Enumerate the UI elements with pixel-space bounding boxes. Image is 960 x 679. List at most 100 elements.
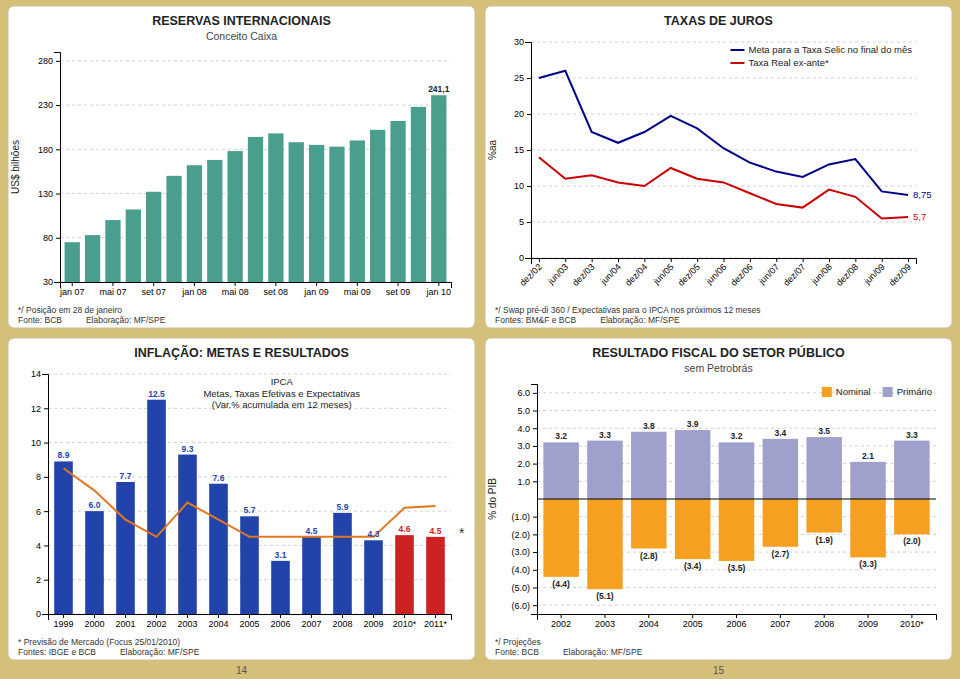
tick-mark bbox=[156, 614, 157, 618]
tick-mark bbox=[357, 282, 358, 286]
tick-mark bbox=[692, 614, 693, 618]
tick-label: 2005 bbox=[239, 619, 259, 629]
tick: 6.0 bbox=[517, 388, 537, 398]
tick-label: (2.0) bbox=[511, 530, 530, 540]
tick: (6.0) bbox=[511, 601, 537, 611]
data-label: 3.4 bbox=[774, 428, 786, 438]
tick-mark bbox=[249, 614, 250, 618]
bar bbox=[364, 540, 383, 614]
y-axis: 051015202530 bbox=[514, 37, 532, 263]
tick: dez/07 bbox=[781, 258, 807, 288]
tick-mark bbox=[527, 78, 531, 79]
data-label: (4.4) bbox=[552, 579, 570, 589]
tick-label: set 07 bbox=[141, 287, 166, 297]
notes: */ Swap pré-di 360 / Expectativas para o… bbox=[495, 305, 761, 325]
tick-label: (4.0) bbox=[511, 565, 530, 575]
legend-label: Meta para a Taxa Selic no final do mês bbox=[748, 44, 912, 55]
tick: jan 08 bbox=[181, 282, 207, 297]
tick-mark bbox=[72, 282, 73, 286]
tick-label: 15 bbox=[514, 145, 524, 155]
tick: 2.0 bbox=[517, 459, 537, 469]
axis-line bbox=[54, 53, 61, 283]
tick-label: 2006 bbox=[270, 619, 290, 629]
tick-label: 14 bbox=[31, 369, 41, 379]
tick-mark bbox=[533, 587, 537, 588]
tick-mark bbox=[63, 614, 64, 618]
data-labels: (4.4)(5.1)(2.8)(3.4)(3.5)(2.7)(1.9)(3.3)… bbox=[552, 419, 920, 601]
tick-label: set 09 bbox=[386, 287, 411, 297]
tick-mark bbox=[56, 282, 60, 283]
y-axis: 02468101214 bbox=[31, 369, 49, 619]
tick-label: 2 bbox=[36, 575, 41, 585]
tick: 0 bbox=[519, 253, 531, 263]
tick-mark bbox=[44, 580, 48, 581]
panel: TAXAS DE JUROS8,755,7051015202530dez/02j… bbox=[485, 6, 952, 328]
tick: (2.0) bbox=[511, 530, 537, 540]
tick-mark bbox=[527, 222, 531, 223]
tick-mark bbox=[565, 258, 566, 262]
legend-item: Nominal bbox=[822, 386, 871, 397]
grid-line bbox=[537, 392, 936, 393]
grid-line bbox=[531, 222, 916, 223]
footnote: Fontes: BM&F e BCB bbox=[495, 315, 577, 325]
tick-mark bbox=[316, 282, 317, 286]
tick-label: 30 bbox=[514, 37, 524, 47]
data-label: 3.1 bbox=[275, 550, 287, 560]
tick-label: 3.0 bbox=[517, 441, 530, 451]
data-labels: 8.96.07.712.59.37.65.73.14.55.94.34.64.5 bbox=[58, 389, 442, 560]
tick: 2001 bbox=[115, 614, 135, 629]
marks bbox=[54, 400, 445, 614]
tick-label: 2005 bbox=[683, 619, 703, 629]
tick-label: dez/03 bbox=[570, 262, 596, 288]
line bbox=[539, 157, 908, 218]
panel: RESULTADO FISCAL DO SETOR PÚBLICOsem Pet… bbox=[485, 338, 952, 660]
tick-label: 2008 bbox=[332, 619, 352, 629]
footnote: */ Posição em 28 de janeiro bbox=[18, 305, 122, 315]
tick-label: 2001 bbox=[115, 619, 135, 629]
grid-line bbox=[531, 114, 916, 115]
bar bbox=[370, 130, 385, 282]
tick-mark bbox=[533, 517, 537, 518]
bar bbox=[763, 499, 799, 547]
bar bbox=[309, 145, 324, 282]
tick: 2008 bbox=[814, 614, 834, 629]
bar bbox=[390, 121, 405, 282]
tick-label: jun/05 bbox=[651, 262, 676, 287]
tick-label: 20 bbox=[514, 109, 524, 119]
bar bbox=[105, 220, 120, 282]
tick-label: 30 bbox=[43, 277, 53, 287]
tick-label: 2004 bbox=[208, 619, 228, 629]
tick: 2000 bbox=[84, 614, 104, 629]
bar bbox=[187, 165, 202, 282]
legend-item: Meta para a Taxa Selic no final do mês bbox=[730, 44, 912, 55]
tick: set 08 bbox=[264, 282, 289, 297]
data-label: 3.3 bbox=[906, 430, 918, 440]
tick-mark bbox=[829, 258, 830, 262]
tick: 1999 bbox=[53, 614, 73, 629]
footnote: Elaboração: MF/SPE bbox=[86, 315, 166, 325]
tick-mark bbox=[908, 258, 909, 262]
legend: Meta para a Taxa Selic no final do mêsTa… bbox=[730, 44, 912, 68]
tick: 280 bbox=[38, 56, 60, 66]
tick: jun/07 bbox=[756, 258, 781, 287]
grid-line bbox=[48, 374, 451, 375]
data-label: 7.7 bbox=[120, 471, 132, 481]
tick-mark bbox=[671, 258, 672, 262]
panel: RESERVAS INTERNACIONAISConceito Caixa241… bbox=[8, 6, 475, 328]
subtitle: Conceito Caixa bbox=[206, 30, 277, 42]
tick-label: 2009 bbox=[858, 619, 878, 629]
tick-mark bbox=[112, 282, 113, 286]
notes: */ Posição em 28 de janeiroFonte: BCBEla… bbox=[18, 305, 166, 325]
tick-mark bbox=[44, 614, 48, 615]
tick: 230 bbox=[38, 100, 60, 110]
data-label: 2.1 bbox=[862, 451, 874, 461]
tick-label: 2002 bbox=[551, 619, 571, 629]
bar bbox=[587, 499, 623, 589]
data-label: 5.9 bbox=[337, 502, 349, 512]
bar bbox=[543, 499, 579, 577]
data-label: (1.9) bbox=[815, 535, 833, 545]
axis-line bbox=[525, 43, 532, 259]
tick: 0 bbox=[36, 609, 48, 619]
data-label: 4.3 bbox=[368, 529, 380, 539]
tick: dez/08 bbox=[834, 258, 860, 288]
